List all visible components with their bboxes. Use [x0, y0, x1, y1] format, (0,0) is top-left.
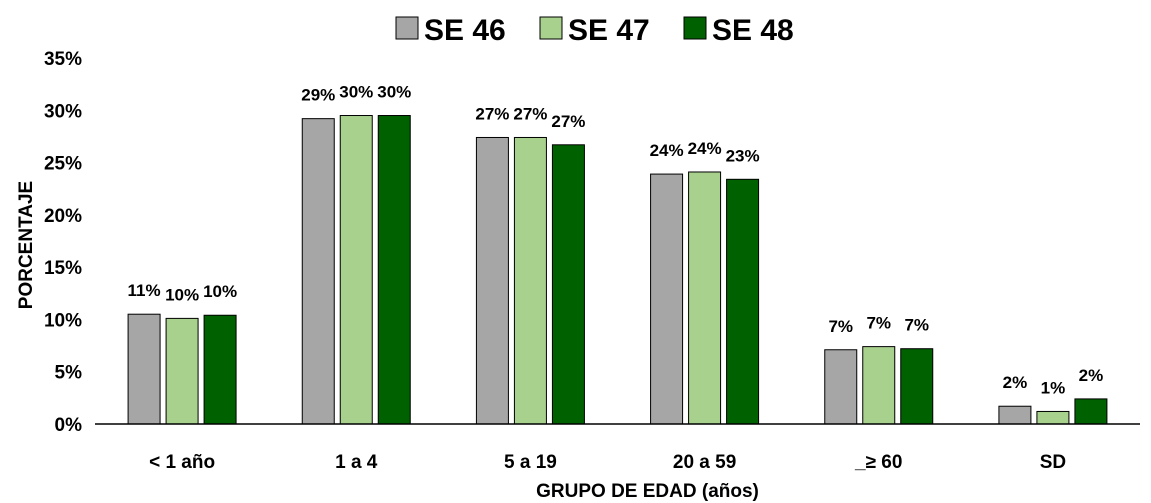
data-label: 10%	[165, 285, 199, 304]
data-label: 23%	[726, 146, 760, 165]
x-category-label: 1 a 4	[335, 452, 378, 473]
bar	[1036, 410, 1070, 425]
x-category-label: SD	[1040, 452, 1066, 473]
legend-label: SE 46	[424, 14, 506, 47]
bar	[203, 314, 237, 425]
y-tick-label: 0%	[55, 415, 83, 436]
data-label: 2%	[1003, 373, 1028, 392]
legend-swatch	[395, 16, 419, 40]
data-label: 7%	[828, 317, 853, 336]
data-labels: 11% 10% 10%29% 30% 30%27% 27% 27%24% 24% 23%7% 7%…	[128, 83, 1104, 398]
data-label: 29%	[301, 86, 335, 105]
y-tick-label: 25%	[44, 154, 82, 175]
bar	[127, 313, 161, 425]
bar	[726, 178, 760, 425]
bar	[165, 317, 199, 425]
bar	[513, 136, 547, 425]
bar	[900, 348, 934, 425]
data-label: 27%	[513, 104, 547, 123]
data-label: 7%	[866, 314, 891, 333]
bar	[862, 346, 896, 425]
y-tick-label: 30%	[44, 101, 82, 122]
x-category-label: < 1 año	[149, 452, 215, 473]
y-tick-label: 15%	[44, 258, 82, 279]
x-axis-title: GRUPO DE EDAD (años)	[536, 481, 759, 502]
x-category-label: 5 a 19	[504, 452, 557, 473]
data-label: 2%	[1079, 366, 1104, 385]
data-label: 30%	[339, 83, 373, 102]
x-category-label: 20 a 59	[673, 452, 736, 473]
bar	[650, 173, 684, 425]
bar	[339, 115, 373, 425]
legend-label: SE 47	[568, 14, 650, 47]
data-label: 30%	[377, 83, 411, 102]
legend-swatch	[683, 16, 707, 40]
bar	[1074, 398, 1108, 425]
data-label: 11%	[128, 281, 161, 300]
bar	[824, 349, 858, 425]
legend: SE 46 SE 47 SE 48	[395, 14, 794, 47]
bar	[688, 171, 722, 425]
x-category-label: _≥ 60	[854, 452, 902, 473]
bar	[998, 405, 1032, 425]
y-tick-label: 20%	[44, 206, 82, 227]
bars	[127, 115, 1108, 425]
data-label: 27%	[551, 112, 585, 131]
legend-swatch	[539, 16, 563, 40]
bar	[551, 144, 585, 425]
y-axis-ticks: 0% 5% 10% 15% 20% 25% 30% 35%	[44, 49, 82, 436]
data-label: 24%	[688, 139, 722, 158]
bar	[377, 115, 411, 425]
data-label: 27%	[475, 104, 509, 123]
legend-label: SE 48	[712, 14, 794, 47]
bar	[301, 118, 335, 425]
bar	[475, 136, 509, 425]
data-label: 24%	[650, 141, 684, 160]
data-label: 1%	[1041, 378, 1066, 397]
y-tick-label: 10%	[44, 310, 82, 331]
y-axis-title: PORCENTAJE	[16, 181, 37, 309]
data-label: 10%	[203, 282, 237, 301]
y-tick-label: 5%	[55, 363, 83, 384]
x-axis-categories: < 1 año 1 a 4 5 a 19 20 a 59 _≥ 60 SD	[149, 452, 1066, 473]
data-label: 7%	[904, 316, 929, 335]
y-tick-label: 35%	[44, 49, 82, 70]
